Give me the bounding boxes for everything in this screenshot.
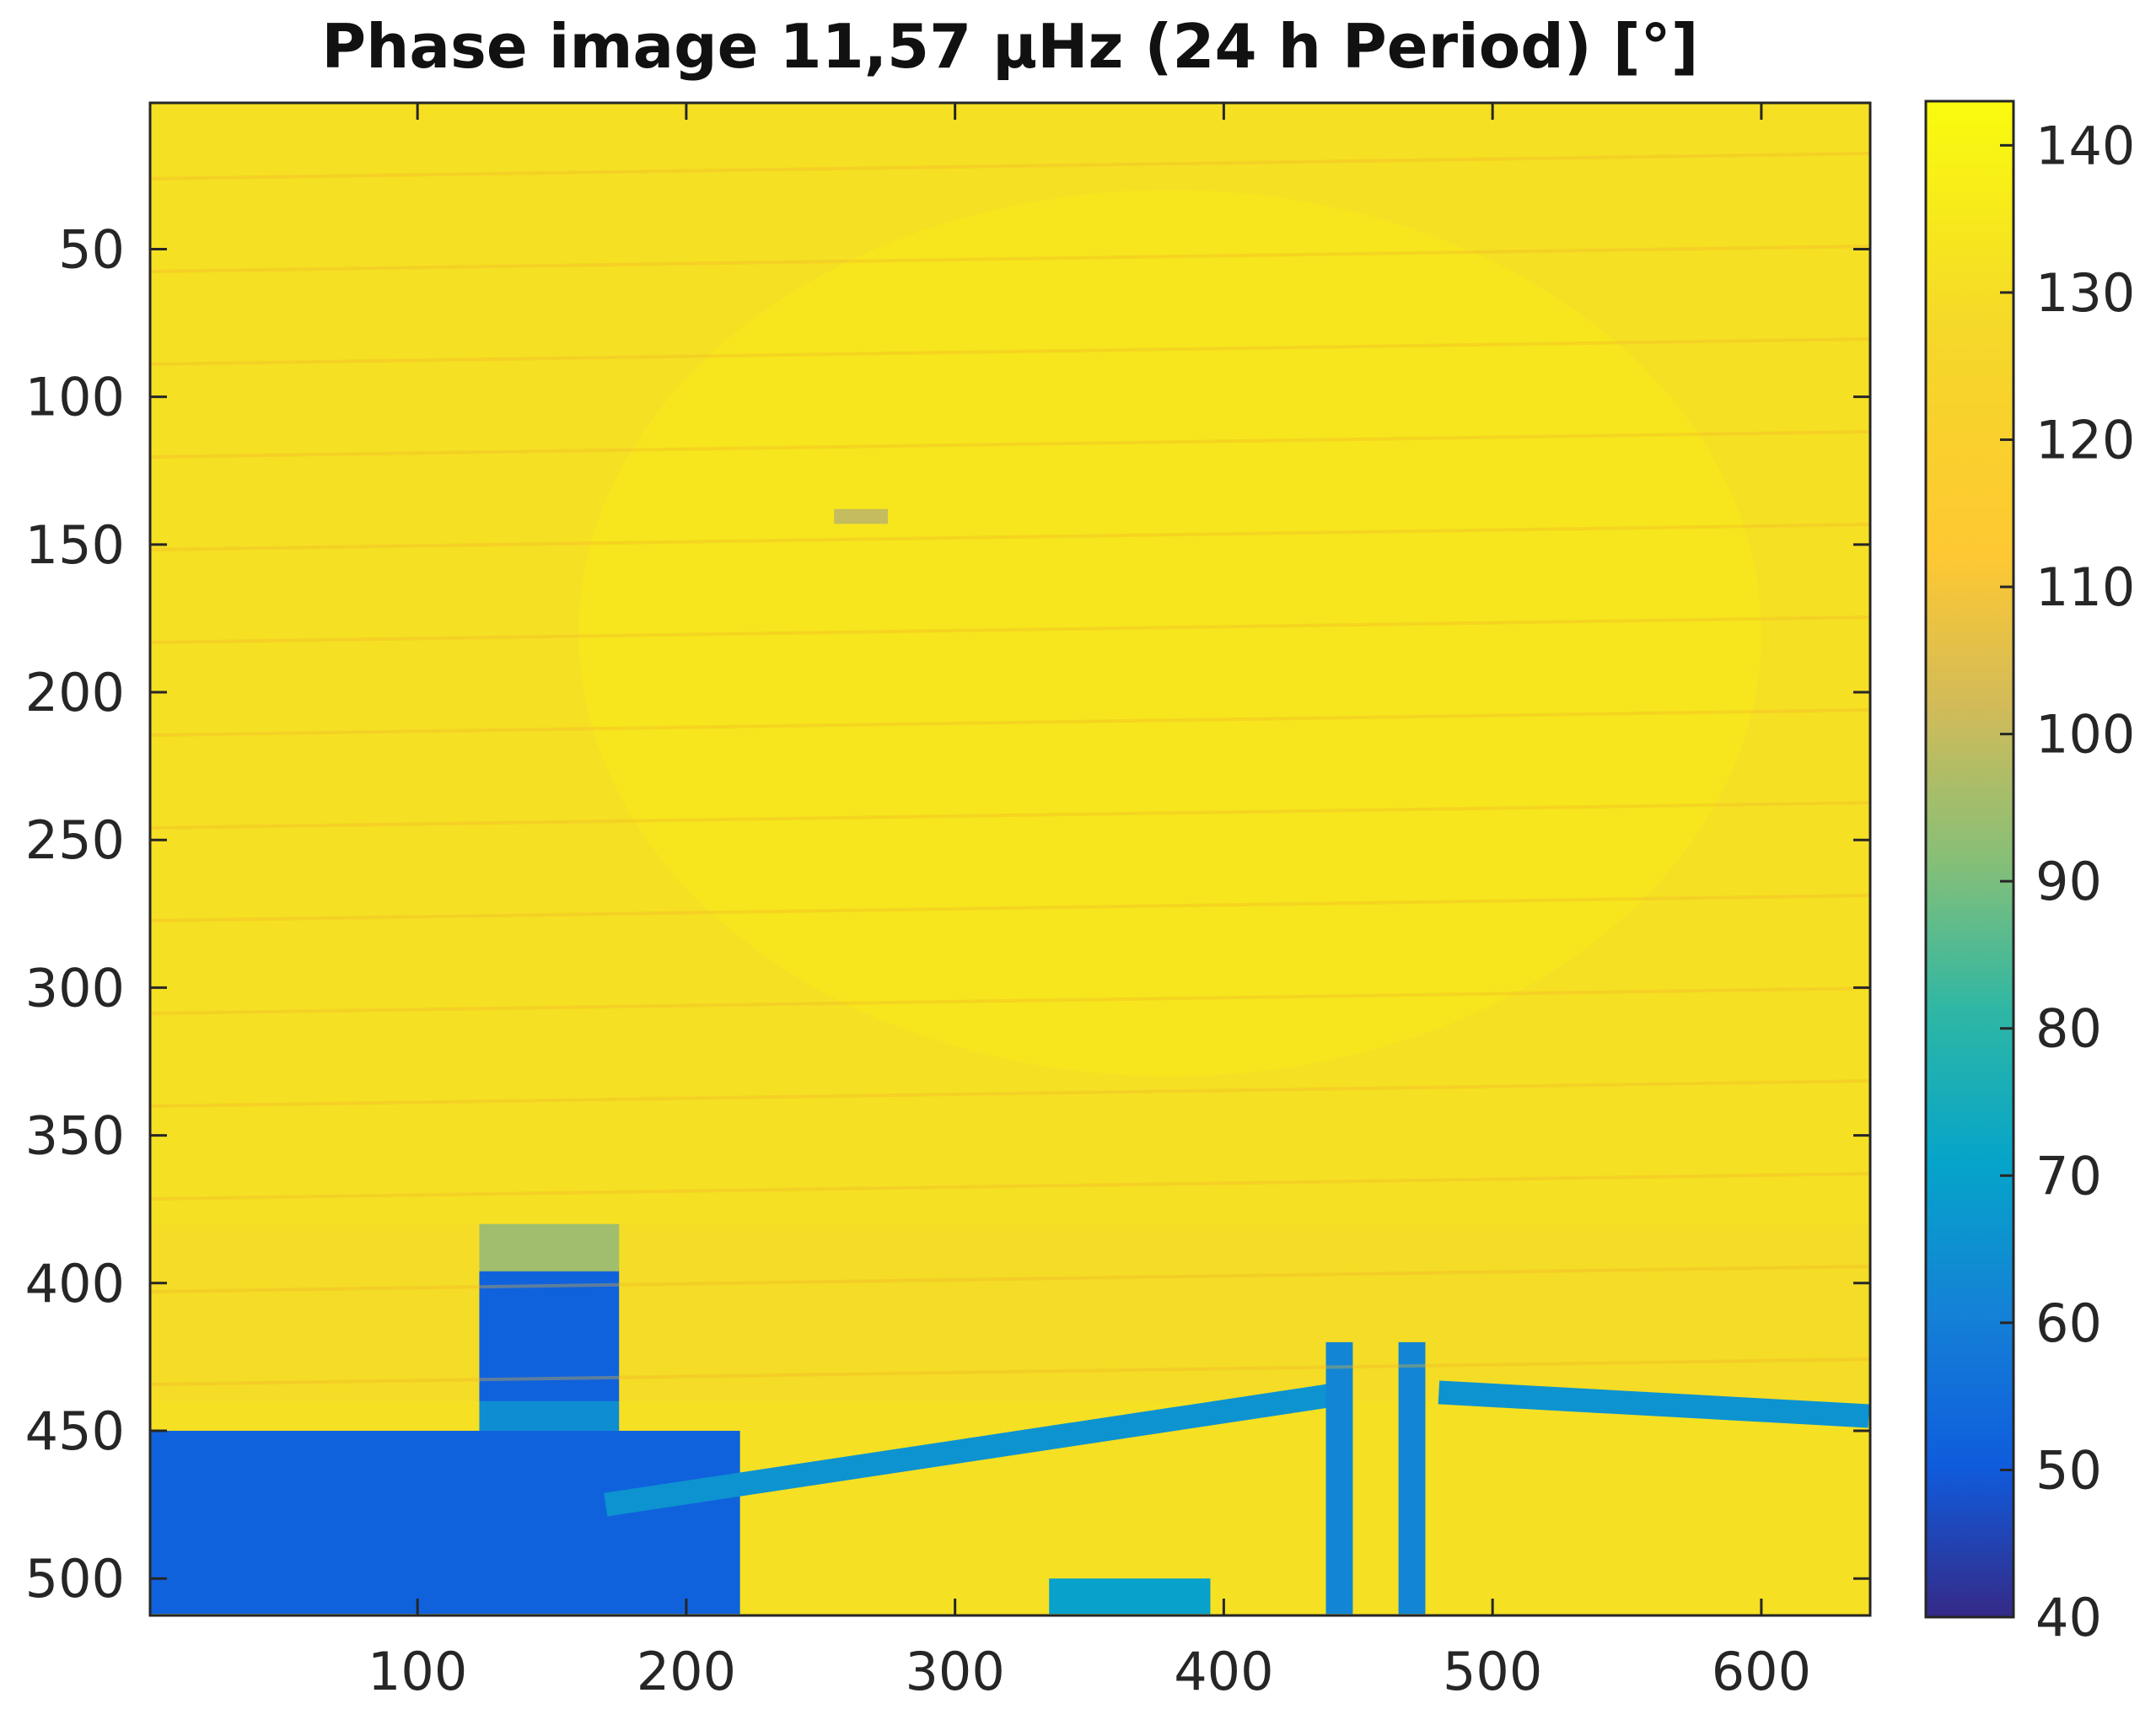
brick-mortar-line: [150, 152, 1870, 180]
heatmap-region-bottom-center-object: [1049, 1578, 1211, 1615]
y-tick-label: 500: [25, 1548, 125, 1610]
colorbar-tick-label: 70: [2035, 1145, 2102, 1207]
colorbar-tick-label: 60: [2035, 1293, 2102, 1354]
brick-mortar-line: [150, 245, 1870, 273]
colorbar-tick-label: 90: [2035, 851, 2102, 912]
x-axis: 100 200 300 400 500 600: [368, 103, 1811, 1702]
heatmap-region-bright-wall-area: [578, 190, 1761, 1077]
brick-mortar-line: [150, 1265, 1870, 1293]
y-tick-label: 350: [25, 1105, 125, 1167]
y-tick-label: 150: [25, 514, 125, 576]
colorbar-tick-label: 110: [2035, 556, 2135, 618]
y-tick-label: 50: [58, 218, 125, 280]
brick-mortar-line: [150, 1357, 1870, 1386]
heatmap-region-box-cap: [479, 1223, 620, 1271]
x-tick-label: 400: [1174, 1641, 1273, 1702]
colorbar-tick-label: 100: [2035, 704, 2135, 766]
colorbar: [1924, 99, 2015, 1619]
chart-title: Phase image 11,57 µHz (24 h Period) [°]: [321, 11, 1698, 82]
y-tick-label: 100: [25, 367, 125, 428]
heatmap-region-right-diagonal-pipe: [1438, 1380, 1870, 1428]
brick-mortar-line: [150, 894, 1870, 922]
heatmap-region-left-vertical-post: [1325, 1341, 1353, 1615]
brick-mortar-line: [150, 615, 1870, 644]
heatmap-region-box-body: [479, 1271, 620, 1401]
colorbar-tick-label: 130: [2035, 262, 2135, 324]
colorbar-tick-label: 80: [2035, 998, 2102, 1060]
brick-mortar-line: [150, 430, 1870, 459]
y-tick-label: 200: [25, 662, 125, 723]
brick-mortar-line: [150, 708, 1870, 737]
brick-texture: [150, 152, 1870, 1386]
y-tick-label: 300: [25, 957, 125, 1019]
heatmap-region-right-vertical-post: [1398, 1341, 1426, 1615]
y-tick-label: 250: [25, 809, 125, 871]
x-tick-label: 100: [368, 1641, 467, 1702]
plot-frame: [148, 101, 1872, 1617]
heatmap-region-bottom-left-dark-object: [150, 1431, 740, 1615]
colorbar-tick-label: 40: [2035, 1587, 2102, 1648]
colorbar-tick-label: 50: [2035, 1439, 2102, 1501]
brick-mortar-line: [150, 1172, 1870, 1201]
y-axis: 50 100 150 200 250 300 350 400 450 500: [25, 218, 1870, 1610]
heatmap-region-diagonal-pipe: [604, 1384, 1333, 1517]
x-tick-label: 600: [1712, 1641, 1811, 1702]
heatmap-region-small-dark-speck: [834, 508, 888, 524]
brick-mortar-line: [150, 801, 1870, 830]
x-tick-label: 200: [637, 1641, 736, 1702]
x-tick-label: 300: [905, 1641, 1004, 1702]
brick-mortar-line: [150, 1079, 1870, 1108]
x-tick-label: 500: [1443, 1641, 1542, 1702]
colorbar-axis: 40 50 60 70 80 90 100 110 120 130 140: [2000, 115, 2135, 1648]
brick-mortar-line: [150, 986, 1870, 1015]
heatmap-plot-area: [150, 103, 1870, 1615]
brick-mortar-line: [150, 523, 1870, 551]
heatmap-region-darker-brick-band: [150, 1223, 1869, 1401]
colorbar-tick-label: 120: [2035, 409, 2135, 470]
y-tick-label: 400: [25, 1253, 125, 1314]
brick-mortar-line: [150, 337, 1870, 366]
y-tick-label: 450: [25, 1400, 125, 1462]
colorbar-tick-label: 140: [2035, 115, 2135, 176]
